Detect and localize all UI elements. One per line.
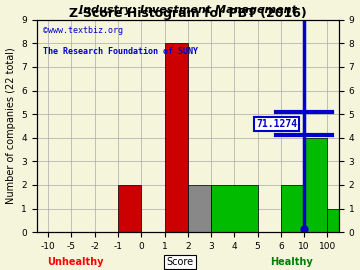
Text: The Research Foundation of SUNY: The Research Foundation of SUNY xyxy=(42,47,198,56)
Bar xyxy=(211,185,257,232)
Text: Score: Score xyxy=(166,257,194,267)
Bar xyxy=(118,185,141,232)
Bar xyxy=(188,185,211,232)
Bar xyxy=(327,209,351,232)
Y-axis label: Number of companies (22 total): Number of companies (22 total) xyxy=(5,48,15,204)
Bar xyxy=(281,185,304,232)
Title: Z-Score Histogram for PBT (2016): Z-Score Histogram for PBT (2016) xyxy=(69,7,307,20)
Text: Unhealthy: Unhealthy xyxy=(47,257,103,267)
Text: ©www.textbiz.org: ©www.textbiz.org xyxy=(42,26,123,35)
Text: 71.1274: 71.1274 xyxy=(256,119,297,129)
Text: Industry: Investment Management: Industry: Investment Management xyxy=(79,5,297,15)
Bar xyxy=(165,43,188,232)
Bar xyxy=(304,138,327,232)
Text: Healthy: Healthy xyxy=(270,257,313,267)
